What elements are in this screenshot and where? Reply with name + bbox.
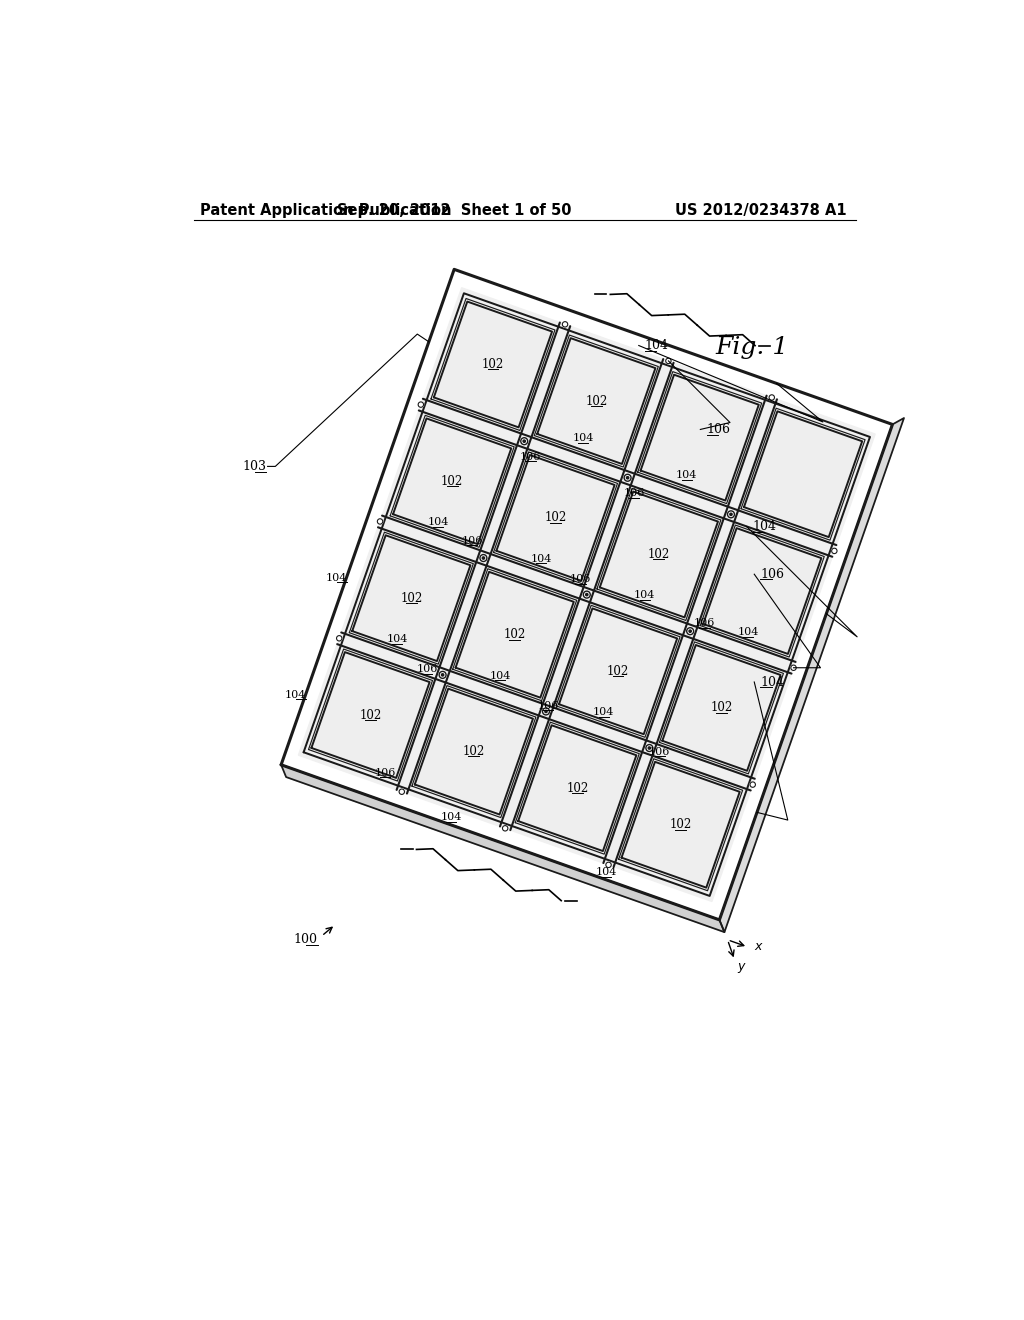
- Circle shape: [584, 591, 590, 598]
- Text: 106: 106: [538, 701, 559, 710]
- Text: 104: 104: [737, 627, 759, 638]
- Text: 104: 104: [676, 470, 697, 480]
- Text: 106: 106: [761, 568, 784, 581]
- Polygon shape: [412, 685, 536, 817]
- Circle shape: [503, 825, 508, 832]
- Circle shape: [687, 628, 693, 635]
- Text: 104: 104: [753, 520, 777, 533]
- Text: 106: 106: [707, 422, 730, 436]
- Polygon shape: [597, 488, 721, 620]
- Circle shape: [769, 395, 774, 400]
- Text: 104: 104: [595, 867, 616, 876]
- Circle shape: [586, 594, 588, 595]
- Text: 102: 102: [400, 591, 423, 605]
- Text: 102: 102: [607, 665, 629, 677]
- Circle shape: [523, 440, 525, 442]
- Text: 104: 104: [489, 671, 511, 681]
- Text: 102: 102: [504, 628, 525, 642]
- Text: 104: 104: [593, 708, 614, 717]
- Circle shape: [545, 710, 547, 713]
- Text: US 2012/0234378 A1: US 2012/0234378 A1: [675, 203, 847, 218]
- Circle shape: [648, 747, 650, 750]
- Text: 104: 104: [530, 554, 552, 564]
- Text: 102: 102: [566, 781, 589, 795]
- Text: 104: 104: [440, 812, 462, 822]
- Circle shape: [521, 438, 527, 445]
- Text: 104: 104: [326, 573, 347, 582]
- Text: Patent Application Publication: Patent Application Publication: [200, 203, 452, 218]
- Text: Sep. 20, 2012  Sheet 1 of 50: Sep. 20, 2012 Sheet 1 of 50: [337, 203, 571, 218]
- Text: Fig. 1: Fig. 1: [716, 335, 790, 359]
- Circle shape: [831, 548, 837, 553]
- Polygon shape: [431, 298, 555, 430]
- Polygon shape: [515, 722, 639, 854]
- Polygon shape: [308, 649, 432, 781]
- Polygon shape: [453, 569, 577, 701]
- Circle shape: [441, 673, 443, 676]
- Polygon shape: [349, 532, 473, 664]
- Text: 104: 104: [645, 339, 669, 352]
- Circle shape: [439, 672, 446, 678]
- Circle shape: [399, 789, 404, 795]
- Polygon shape: [659, 642, 783, 774]
- Polygon shape: [741, 408, 865, 540]
- Polygon shape: [556, 606, 680, 738]
- Text: x: x: [754, 940, 762, 953]
- Circle shape: [646, 744, 653, 751]
- Circle shape: [606, 862, 611, 867]
- Circle shape: [689, 630, 691, 632]
- Text: 102: 102: [711, 701, 732, 714]
- Text: 102: 102: [463, 744, 485, 758]
- Text: 102: 102: [359, 709, 382, 722]
- Text: y: y: [737, 960, 745, 973]
- Text: 104: 104: [572, 433, 594, 444]
- Polygon shape: [535, 335, 658, 467]
- Text: 103: 103: [242, 459, 266, 473]
- Circle shape: [337, 636, 342, 642]
- Polygon shape: [720, 418, 904, 932]
- Text: 106: 106: [649, 747, 671, 756]
- Polygon shape: [494, 451, 617, 583]
- Circle shape: [750, 781, 756, 787]
- Circle shape: [543, 708, 550, 715]
- Text: 102: 102: [441, 475, 463, 488]
- Text: 104: 104: [761, 676, 784, 689]
- Text: 102: 102: [585, 395, 607, 408]
- Polygon shape: [282, 764, 724, 932]
- Text: 106: 106: [417, 664, 438, 675]
- Text: 104: 104: [427, 517, 449, 527]
- Text: 104: 104: [386, 634, 408, 644]
- Polygon shape: [638, 372, 762, 504]
- Circle shape: [418, 401, 424, 408]
- Circle shape: [625, 474, 631, 482]
- Circle shape: [791, 665, 797, 671]
- Polygon shape: [390, 416, 514, 548]
- Text: 106: 106: [569, 574, 591, 585]
- Circle shape: [482, 557, 484, 560]
- Circle shape: [562, 322, 567, 327]
- Text: 106: 106: [520, 451, 541, 462]
- Polygon shape: [700, 525, 824, 657]
- Text: 102: 102: [482, 358, 504, 371]
- Circle shape: [378, 519, 383, 524]
- Polygon shape: [618, 759, 742, 891]
- Text: 102: 102: [670, 818, 692, 832]
- Circle shape: [666, 358, 671, 363]
- Polygon shape: [298, 288, 876, 902]
- Text: 102: 102: [545, 511, 566, 524]
- Circle shape: [727, 511, 734, 517]
- Text: 106: 106: [461, 536, 482, 546]
- Text: 104: 104: [634, 590, 655, 601]
- Text: 100: 100: [294, 933, 317, 946]
- Text: 106: 106: [694, 618, 715, 628]
- Text: 102: 102: [648, 548, 670, 561]
- Text: 106: 106: [375, 768, 396, 777]
- Text: 106: 106: [624, 488, 644, 498]
- Circle shape: [627, 477, 629, 479]
- Text: 104: 104: [285, 689, 306, 700]
- Circle shape: [730, 513, 732, 516]
- Circle shape: [480, 554, 486, 561]
